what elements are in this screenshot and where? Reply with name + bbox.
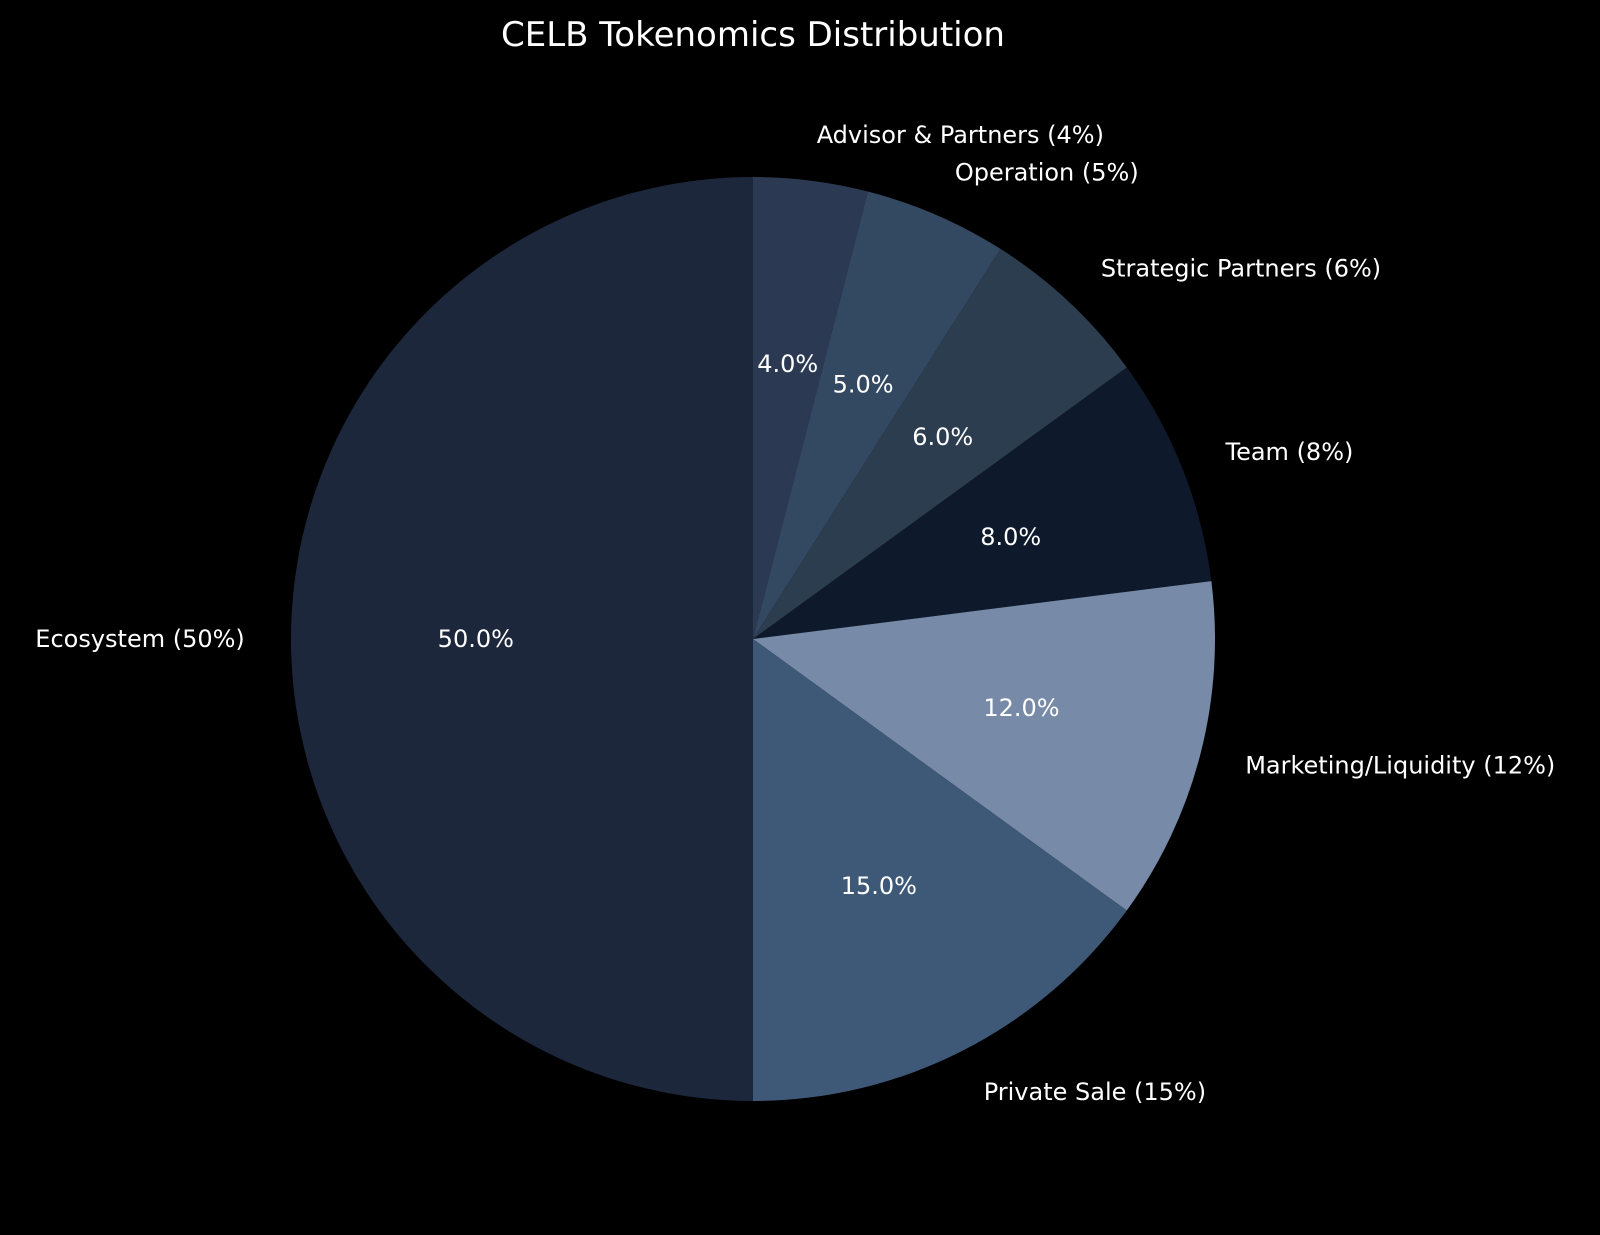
slice-label: Advisor & Partners (4%) bbox=[817, 121, 1104, 149]
slice-label: Marketing/Liquidity (12%) bbox=[1245, 751, 1555, 779]
pie-slice-team-8 bbox=[753, 367, 1212, 639]
percent-label: 4.0% bbox=[757, 350, 818, 378]
pie-slice-operation-5 bbox=[753, 191, 1001, 639]
pie-slice-private-sale-15 bbox=[753, 639, 1127, 1101]
slice-label: Ecosystem (50%) bbox=[35, 625, 245, 653]
slice-labels: Advisor & Partners (4%) Operation (5%) Str… bbox=[35, 121, 1555, 1106]
chart-title: CELB Tokenomics Distribution bbox=[501, 15, 1005, 55]
slice-label: Private Sale (15%) bbox=[984, 1078, 1206, 1106]
percent-label: 5.0% bbox=[833, 371, 894, 399]
slice-label: Team (8%) bbox=[1225, 438, 1354, 466]
pie-slice-marketing-liquidity-12 bbox=[753, 581, 1215, 911]
pie-slice-advisor-partners-4 bbox=[753, 177, 868, 639]
percent-label: 15.0% bbox=[841, 872, 917, 900]
percent-label: 50.0% bbox=[438, 625, 514, 653]
slice-label: Operation (5%) bbox=[955, 159, 1139, 187]
percent-labels: 4.0% 5.0% 6.0% 8.0% 12.0% 15.0% 50.0% bbox=[438, 350, 1060, 900]
percent-label: 6.0% bbox=[912, 423, 973, 451]
percent-label: 8.0% bbox=[980, 523, 1041, 551]
pie-slice-ecosystem-50 bbox=[291, 177, 753, 1101]
pie-slices bbox=[291, 177, 1215, 1101]
percent-label: 12.0% bbox=[983, 694, 1059, 722]
slice-label: Strategic Partners (6%) bbox=[1101, 255, 1381, 283]
pie-slice-strategic-partners-6 bbox=[753, 248, 1127, 639]
